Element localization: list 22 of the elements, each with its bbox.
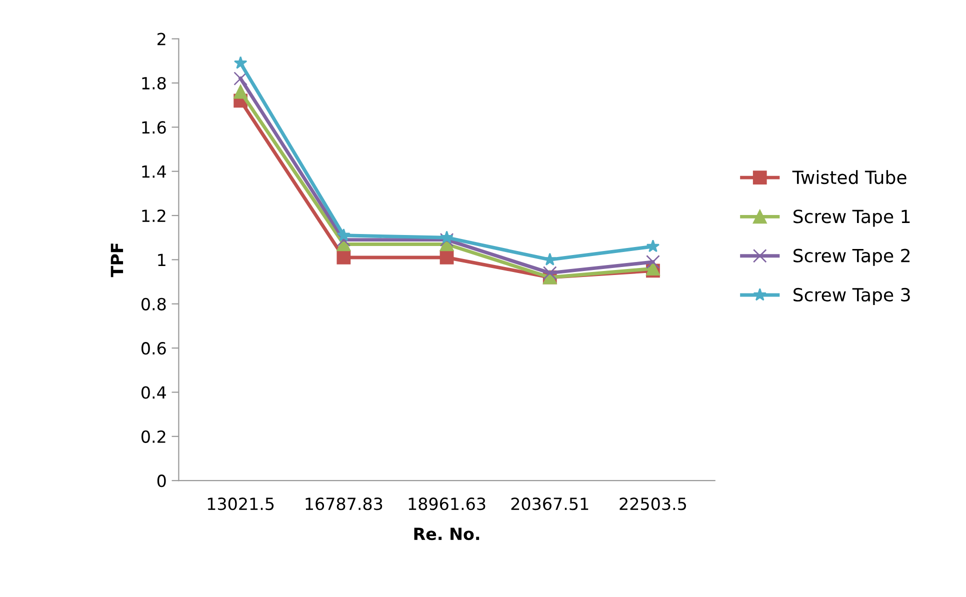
x-axis-title: Re. No. xyxy=(414,528,480,540)
y-tick-label: 2 xyxy=(158,32,166,46)
y-axis-title: TPF xyxy=(110,244,124,278)
x-tick-label: 16787.83 xyxy=(306,498,382,510)
y-tick-label: 0 xyxy=(157,474,166,488)
y-tick-label: 1 xyxy=(158,254,166,266)
y-tick-label: 0.6 xyxy=(142,342,166,355)
y-tick-label: 1.2 xyxy=(142,209,166,222)
y-tick-label: 0.4 xyxy=(142,386,166,399)
y-tick-label: 0.2 xyxy=(142,430,166,443)
x-tick-label: 13021.5 xyxy=(208,498,274,510)
legend-label: Screw Tape 1 xyxy=(794,210,910,227)
x-tick-label: 18961.63 xyxy=(408,498,486,510)
y-tick-label: 1.6 xyxy=(142,121,166,134)
x-tick-label: 20367.51 xyxy=(511,498,588,510)
legend-label: Twisted Tube xyxy=(792,170,906,184)
x-tick-label: 22503.5 xyxy=(620,498,686,510)
legend-label: Screw Tape 3 xyxy=(794,288,910,306)
y-tick-label: 1.8 xyxy=(142,76,166,90)
y-tick-label: 0.8 xyxy=(142,298,166,310)
y-tick-label: 1.4 xyxy=(142,166,166,178)
legend-label: Screw Tape 2 xyxy=(794,248,910,266)
